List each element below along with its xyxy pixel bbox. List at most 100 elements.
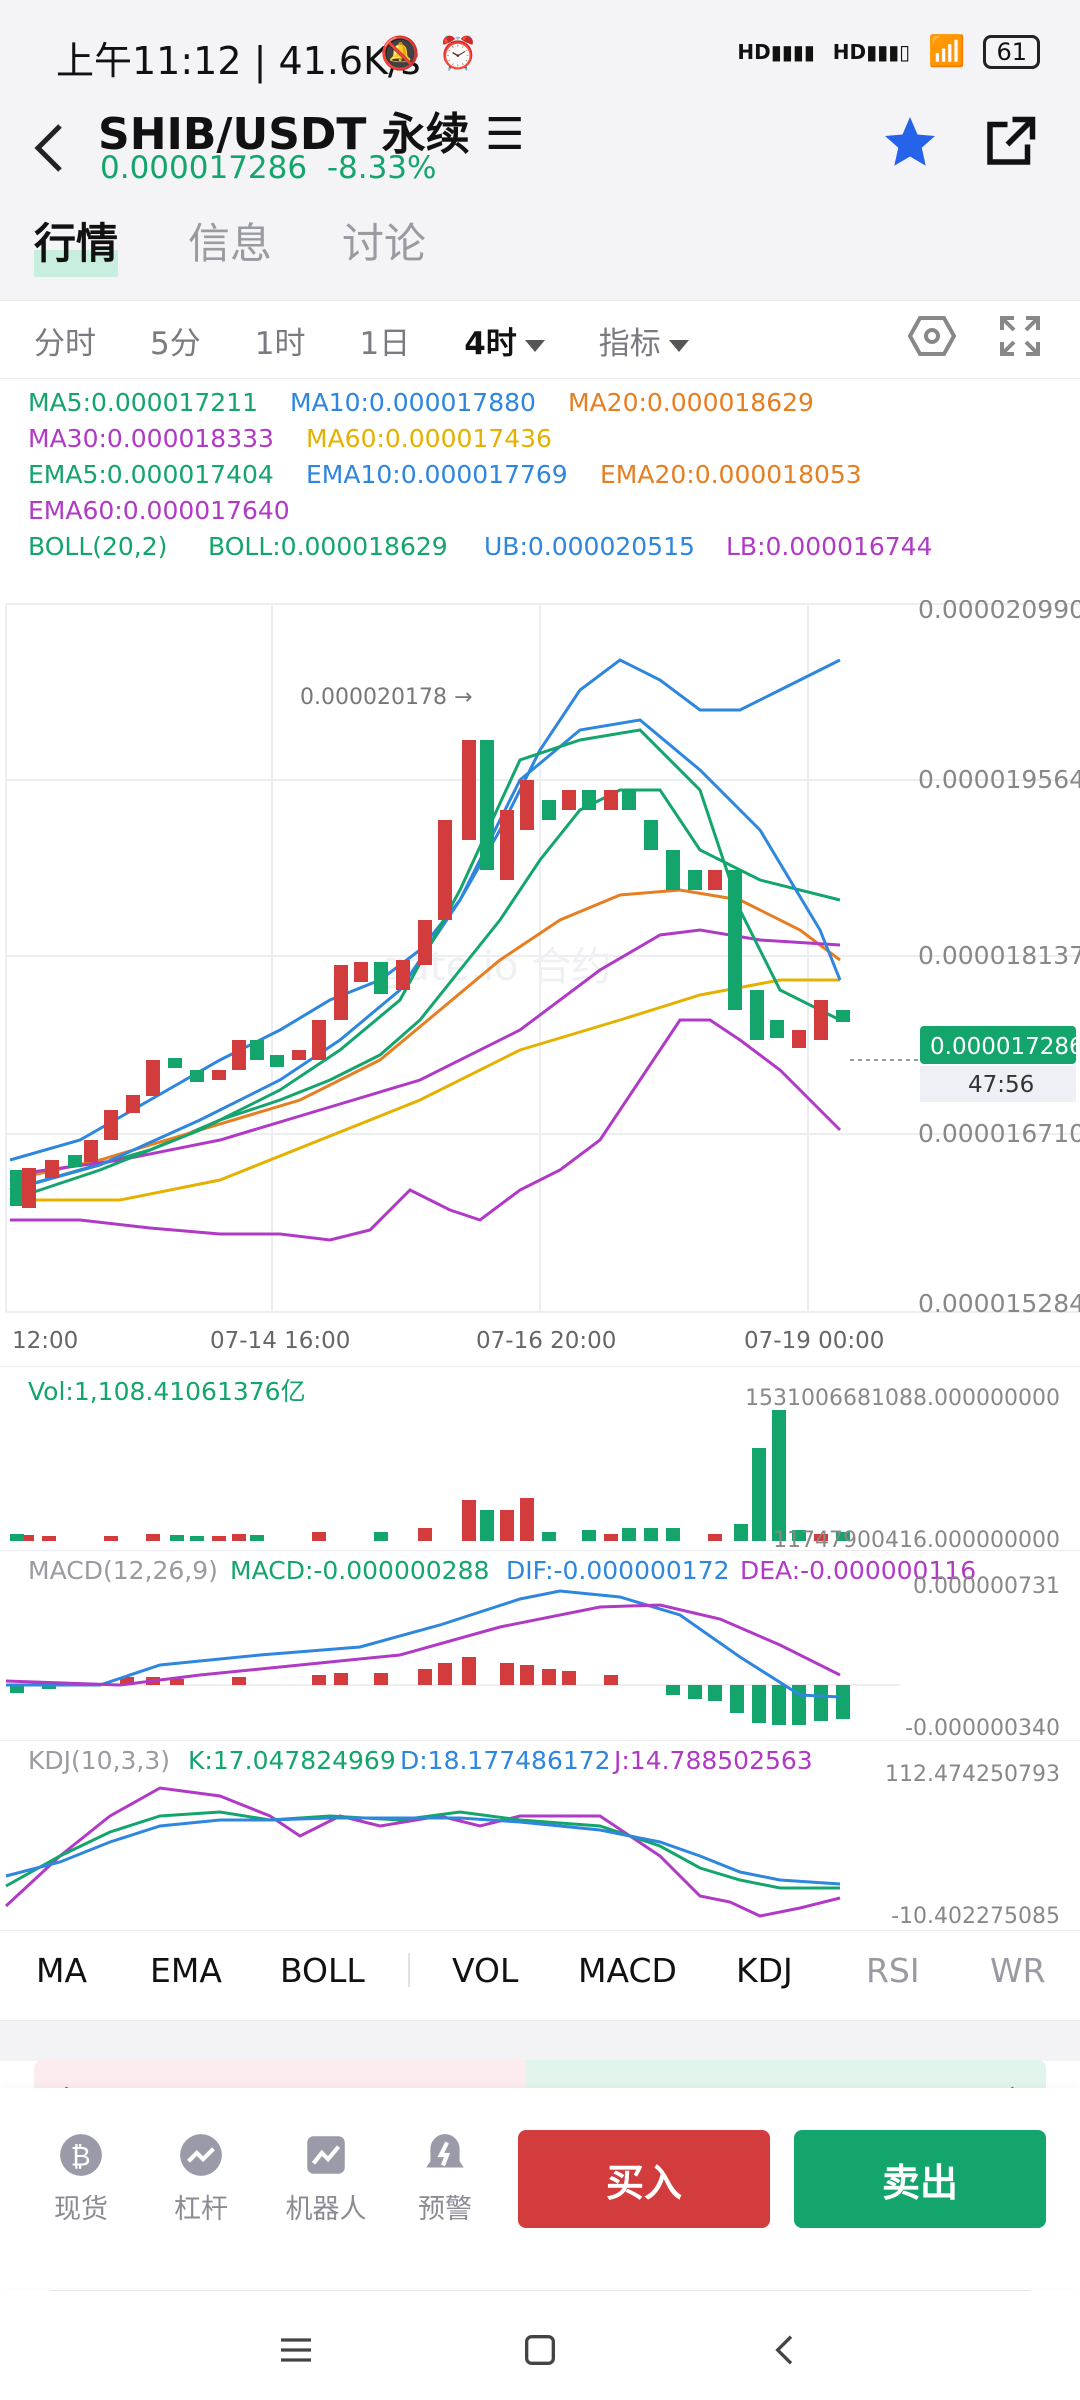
macd-value: MACD:-0.000000288 [230, 1556, 490, 1585]
ema10-label: EMA10:0.000017769 [306, 460, 568, 489]
tab-kdj[interactable]: KDJ [736, 1950, 793, 1990]
dif-value: DIF:-0.000000172 [506, 1556, 730, 1585]
boll-label: BOLL(20,2) [28, 532, 168, 561]
tab-macd[interactable]: MACD [578, 1950, 677, 1990]
tab-market[interactable]: 行情 [34, 210, 119, 277]
tf-4h[interactable]: 4时 [464, 318, 545, 363]
menu-icon[interactable]: ☰ [485, 109, 525, 160]
pair-title[interactable]: SHIB/USDT 永续 ☰ [98, 109, 525, 160]
status-time: 上午11:12 | 41.6K/s [56, 39, 421, 83]
bot-label: 机器人 [285, 2194, 367, 2225]
bot-action[interactable]: 机器人 [276, 2130, 376, 2226]
y-label: 0.000019564 [918, 765, 1080, 794]
status-bar: 上午11:12 | 41.6K/s 🔕 ⏰ HD▮▮▮▮ HD▮▮▮▯ 📶 61 [0, 0, 1080, 100]
volume-min: 11747900416.000000000 [773, 1528, 1060, 1553]
ma5-label: MA5:0.000017211 [28, 388, 259, 417]
kdj-d: D:18.177486172 [400, 1746, 611, 1775]
sell-button[interactable]: 卖出 [794, 2130, 1046, 2228]
divider [0, 378, 1080, 379]
timeframe-bar: 分时 5分 1时 1日 4时 指标 [34, 318, 689, 363]
volume-max: 1531006681088.000000000 [745, 1386, 1060, 1411]
dea-value: DEA:-0.000000116 [740, 1556, 977, 1585]
volume-chart [10, 1410, 850, 1541]
ema20-label: EMA20:0.000018053 [600, 460, 862, 489]
alert-action[interactable]: 预警 [400, 2130, 490, 2226]
top-tabs: 行情 信息 讨论 [34, 210, 426, 277]
divider [0, 1740, 1080, 1741]
signal-icon-2: HD▮▮▮▯ [832, 39, 911, 64]
nav-divider [50, 2290, 1030, 2291]
ub-label: UB:0.000020515 [484, 532, 695, 561]
candlestick-chart[interactable]: gate.io 合约 [0, 600, 1080, 1320]
y-label: 0.000020990 [918, 600, 1080, 624]
tf-indicators[interactable]: 指标 [599, 318, 689, 363]
system-nav-bar [0, 2290, 1080, 2400]
home-icon[interactable] [520, 2330, 560, 2370]
ma20-label: MA20:0.000018629 [568, 388, 814, 417]
tab-wr[interactable]: WR [990, 1950, 1046, 1990]
tf-5m[interactable]: 5分 [150, 326, 201, 362]
divider [0, 1366, 1080, 1367]
margin-action[interactable]: 杠杆 [156, 2130, 246, 2226]
wifi-icon: 📶 [928, 34, 966, 69]
tf-line[interactable]: 分时 [34, 326, 96, 362]
tf-1d[interactable]: 1日 [359, 326, 411, 362]
current-price: 0.000017286 [930, 1034, 1080, 1060]
margin-label: 杠杆 [174, 2194, 228, 2225]
divider [0, 1550, 1080, 1551]
robot-chart-icon [307, 2136, 345, 2174]
kdj-max: 112.474250793 [885, 1762, 1060, 1787]
kdj-min: -10.402275085 [891, 1904, 1060, 1929]
chart-tools [908, 312, 1044, 360]
countdown: 47:56 [968, 1072, 1034, 1098]
alert-icon [426, 2134, 464, 2168]
tab-rsi[interactable]: RSI [866, 1950, 920, 1990]
divider [0, 2020, 1080, 2021]
buy-button[interactable]: 买入 [518, 2130, 770, 2228]
settings-hex-icon[interactable] [908, 312, 956, 360]
ma30-label: MA30:0.000018333 [28, 424, 274, 453]
indicator-tabs: MA EMA BOLL VOL MACD KDJ RSI WR [0, 1920, 1080, 2020]
x-label: 07-14 16:00 [210, 1328, 351, 1354]
spot-label: 现货 [54, 2194, 108, 2225]
macd-min: -0.000000340 [905, 1716, 1060, 1741]
bitcoin-icon: ₿ [60, 2134, 102, 2176]
recent-apps-icon[interactable] [276, 2330, 316, 2370]
current-price-tag [920, 1026, 1076, 1064]
x-label: 12:00 [12, 1328, 79, 1354]
back-nav-icon[interactable] [766, 2330, 806, 2370]
spot-action[interactable]: ₿ 现货 [36, 2130, 126, 2226]
tab-ema[interactable]: EMA [150, 1950, 222, 1990]
signal-icon: HD▮▮▮▮ [737, 39, 815, 64]
x-label: 07-19 00:00 [744, 1328, 885, 1354]
favorite-star-icon[interactable] [880, 112, 940, 172]
tab-info[interactable]: 信息 [188, 219, 273, 268]
tab-discussion[interactable]: 讨论 [342, 219, 427, 268]
header [0, 100, 1080, 300]
divider [0, 1930, 1080, 1931]
ma60-label: MA60:0.000017436 [306, 424, 552, 453]
header-price: 0.000017286 -8.33% [100, 150, 437, 186]
leverage-icon [180, 2134, 222, 2176]
tab-vol[interactable]: VOL [452, 1950, 519, 1990]
battery-icon: 61 [983, 34, 1040, 69]
tab-ma[interactable]: MA [36, 1950, 88, 1990]
gray-band [0, 2021, 1080, 2061]
alarm-icon: ⏰ [438, 34, 478, 72]
countdown-tag [920, 1066, 1076, 1102]
ma10-label: MA10:0.000017880 [290, 388, 536, 417]
back-icon[interactable] [30, 118, 70, 178]
y-label: 0.000015284 [918, 1289, 1080, 1318]
kdj-k: K:17.047824969 [188, 1746, 396, 1775]
fullscreen-icon[interactable] [996, 312, 1044, 360]
macd-title: MACD(12,26,9) [28, 1556, 218, 1585]
header-change: -8.33% [326, 150, 437, 186]
share-icon[interactable] [980, 112, 1040, 172]
kdj-j: J:14.788502563 [614, 1746, 813, 1775]
x-label: 07-16 20:00 [476, 1328, 617, 1354]
tf-1h[interactable]: 1时 [254, 326, 306, 362]
kdj-chart [4, 1786, 841, 1918]
status-right: HD▮▮▮▮ HD▮▮▮▯ 📶 61 [737, 34, 1040, 69]
tab-boll[interactable]: BOLL [280, 1950, 365, 1990]
ema60-label: EMA60:0.000017640 [28, 496, 290, 525]
